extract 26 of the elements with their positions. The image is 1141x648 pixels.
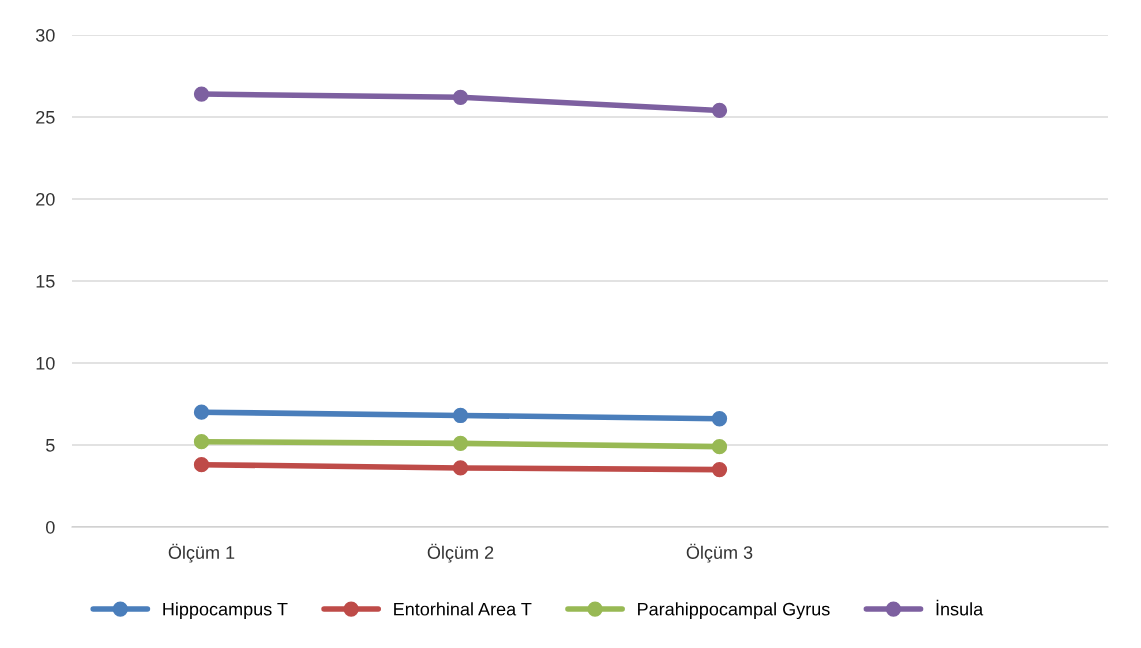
point <box>711 439 728 455</box>
x-tick-label: Ölçüm 1 <box>168 543 235 563</box>
point <box>452 435 469 451</box>
point <box>452 89 469 105</box>
y-tick-label: 30 <box>35 28 55 42</box>
point <box>711 461 728 478</box>
y-tick-label: 5 <box>46 439 55 452</box>
point <box>193 434 210 450</box>
y-tick-label: 0 <box>46 520 55 534</box>
point <box>193 86 210 102</box>
y-tick-label: 25 <box>36 110 55 124</box>
y-tick-label: 15 <box>36 275 55 288</box>
point <box>452 407 469 424</box>
y-tick-label: 20 <box>36 192 55 206</box>
legend-label: İnsula <box>936 599 984 616</box>
point <box>193 404 210 420</box>
point <box>711 411 728 427</box>
y-tick-label: 10 <box>36 356 55 370</box>
legend-label: Hippocampus T <box>163 602 288 620</box>
x-tick-label: Ölçüm 3 <box>686 543 753 563</box>
legend-label: Parahippocampal Gyrus <box>638 602 830 620</box>
point <box>711 102 728 119</box>
legend-label: Entorhinal Area T <box>394 602 532 616</box>
x-tick-label: Ölçüm 2 <box>427 543 494 563</box>
point <box>193 457 210 473</box>
point <box>452 460 469 476</box>
